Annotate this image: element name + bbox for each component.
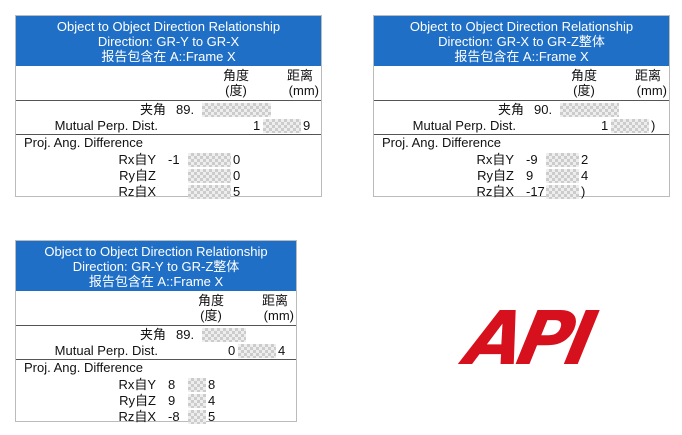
row-label: 夹角 xyxy=(139,102,166,117)
value: 90. xyxy=(534,102,553,117)
row-label: Ry自Z xyxy=(119,168,156,183)
redaction xyxy=(263,119,301,133)
value: -17 xyxy=(526,184,545,199)
value: 8 xyxy=(208,377,216,392)
title-line: Object to Object Direction Relationship xyxy=(409,19,634,34)
value: 1 xyxy=(253,118,261,133)
row-label: Rx自Y xyxy=(118,152,156,167)
value: ) xyxy=(581,184,586,199)
report-panel: Object to Object Direction Relationship D… xyxy=(15,15,322,199)
divider xyxy=(16,100,321,101)
redaction xyxy=(546,169,579,183)
redaction xyxy=(546,153,579,167)
row-label: Mutual Perp. Dist. xyxy=(54,343,158,358)
title-line: 报告包含在 A::Frame X xyxy=(101,49,236,64)
divider xyxy=(16,325,296,326)
panel-header: Object to Object Direction Relationship D… xyxy=(374,16,669,66)
col-unit: (度) xyxy=(200,308,222,323)
row-label: Mutual Perp. Dist. xyxy=(412,118,516,133)
report-panel: Object to Object Direction Relationship D… xyxy=(373,15,670,199)
value: 8 xyxy=(168,377,176,392)
title-line: Direction: GR-Y to GR-Z整体 xyxy=(72,259,240,274)
col-unit: (度) xyxy=(225,83,247,98)
col-header: 距离 xyxy=(634,68,661,83)
panel-header: Object to Object Direction Relationship D… xyxy=(16,241,296,291)
value: 0 xyxy=(233,152,241,167)
redaction xyxy=(238,344,276,358)
title-line: 报告包含在 A::Frame X xyxy=(88,274,224,289)
section-heading: Proj. Ang. Difference xyxy=(24,135,143,150)
redaction xyxy=(202,328,246,342)
col-unit: (mm) xyxy=(288,83,319,98)
row-label: 夹角 xyxy=(139,327,166,342)
redaction xyxy=(188,153,231,167)
value: 4 xyxy=(278,343,286,358)
col-header: 角度 xyxy=(197,293,224,308)
col-header: 距离 xyxy=(286,68,313,83)
row-label: Rz自X xyxy=(476,184,514,199)
value: 9 xyxy=(526,168,534,183)
value: -8 xyxy=(168,409,180,424)
row-label: Ry自Z xyxy=(119,393,156,408)
title-line: Direction: GR-Y to GR-X xyxy=(97,34,240,49)
redaction xyxy=(188,169,231,183)
redaction xyxy=(611,119,649,133)
value: 9 xyxy=(303,118,311,133)
logo: API xyxy=(458,296,599,382)
col-header: 角度 xyxy=(222,68,249,83)
col-header: 角度 xyxy=(570,68,597,83)
value: 9 xyxy=(168,393,176,408)
col-unit: (度) xyxy=(573,83,595,98)
row-label: Rx自Y xyxy=(118,377,156,392)
redaction xyxy=(188,394,206,408)
row-label: Rz自X xyxy=(118,184,156,199)
title-line: Object to Object Direction Relationship xyxy=(56,19,281,34)
panel-header: Object to Object Direction Relationship D… xyxy=(16,16,321,66)
col-unit: (mm) xyxy=(636,83,667,98)
redaction xyxy=(188,185,231,199)
value: 4 xyxy=(581,168,589,183)
value: -1 xyxy=(168,152,180,167)
row-label: Rx自Y xyxy=(476,152,514,167)
row-label: Rz自X xyxy=(118,409,156,424)
value: 5 xyxy=(208,409,216,424)
value: 1 xyxy=(601,118,609,133)
divider xyxy=(374,100,669,101)
value: -9 xyxy=(526,152,538,167)
divider xyxy=(16,134,321,135)
value: 89. xyxy=(176,327,195,342)
value: 4 xyxy=(208,393,216,408)
row-label: 夹角 xyxy=(497,102,524,117)
value: 0 xyxy=(228,343,236,358)
title-line: 报告包含在 A::Frame X xyxy=(454,49,589,64)
col-header: 距离 xyxy=(261,293,288,308)
redaction xyxy=(188,378,206,392)
redaction xyxy=(202,103,271,117)
report-panel: Object to Object Direction Relationship D… xyxy=(15,240,297,424)
value: 89. xyxy=(176,102,195,117)
row-label: Mutual Perp. Dist. xyxy=(54,118,158,133)
value: 5 xyxy=(233,184,241,199)
title-line: Direction: GR-X to GR-Z整体 xyxy=(438,34,605,49)
value: 2 xyxy=(581,152,589,167)
section-heading: Proj. Ang. Difference xyxy=(382,135,501,150)
value: ) xyxy=(651,118,656,133)
redaction xyxy=(546,185,579,199)
title-line: Object to Object Direction Relationship xyxy=(44,244,268,259)
redaction xyxy=(188,410,206,424)
value: 0 xyxy=(233,168,241,183)
row-label: Ry自Z xyxy=(477,168,514,183)
col-unit: (mm) xyxy=(263,308,294,323)
redaction xyxy=(560,103,619,117)
section-heading: Proj. Ang. Difference xyxy=(24,360,143,375)
divider xyxy=(374,134,669,135)
divider xyxy=(16,359,296,360)
